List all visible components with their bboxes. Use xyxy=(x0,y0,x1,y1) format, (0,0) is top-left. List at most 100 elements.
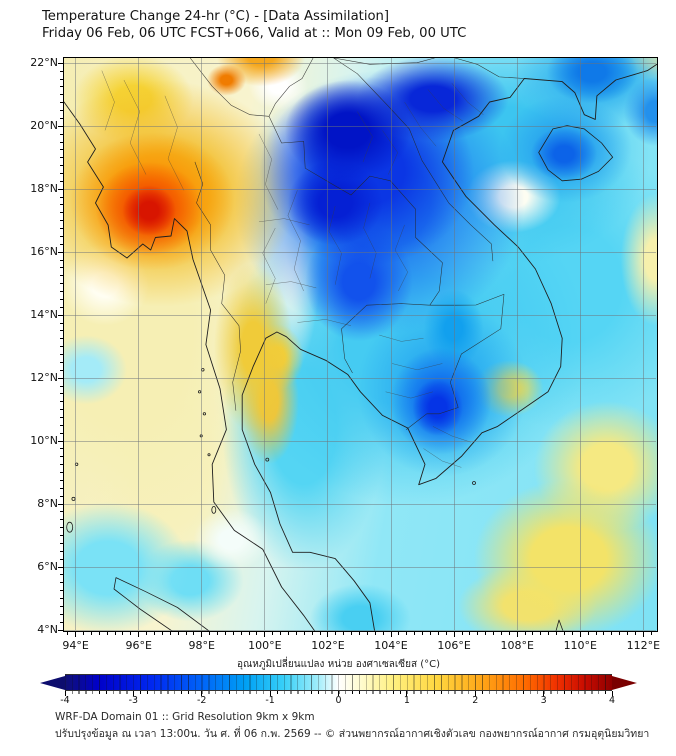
x-minor-tick xyxy=(146,632,148,635)
x-tick-mark xyxy=(75,632,77,637)
x-minor-tick xyxy=(272,632,274,635)
x-minor-tick xyxy=(224,632,226,635)
x-minor-tick xyxy=(288,632,290,635)
y-minor-tick xyxy=(60,605,63,607)
colorbar-major-tick xyxy=(132,691,134,696)
y-minor-tick xyxy=(60,456,63,458)
x-minor-tick xyxy=(445,632,447,635)
y-minor-tick xyxy=(60,598,63,600)
y-minor-tick xyxy=(60,346,63,348)
y-minor-tick xyxy=(60,149,63,151)
x-minor-tick xyxy=(556,632,558,635)
colorbar-tick-label: -4 xyxy=(60,695,70,706)
y-minor-tick xyxy=(60,542,63,544)
x-tick-label: 94°E xyxy=(62,639,89,652)
gridline-vertical xyxy=(327,58,329,630)
y-minor-tick xyxy=(60,78,63,80)
map-overlay xyxy=(64,58,657,631)
x-tick-mark xyxy=(327,632,329,637)
y-tick-label: 4°N xyxy=(37,623,58,636)
x-tick-mark xyxy=(516,632,518,637)
y-minor-tick xyxy=(60,322,63,324)
x-tick-label: 102°E xyxy=(311,639,345,652)
colorbar-major-tick xyxy=(611,691,613,696)
y-minor-tick xyxy=(60,432,63,434)
island-hainan xyxy=(538,125,614,182)
x-minor-tick xyxy=(106,632,108,635)
y-minor-tick xyxy=(60,527,63,529)
colorbar-major-tick xyxy=(201,691,203,696)
colorbar-tick-label: -1 xyxy=(265,695,275,706)
colorbar-tick-label: -2 xyxy=(197,695,207,706)
y-tick-mark xyxy=(58,314,63,316)
x-minor-tick xyxy=(611,632,613,635)
x-minor-tick xyxy=(500,632,502,635)
x-minor-tick xyxy=(414,632,416,635)
y-minor-tick xyxy=(60,511,63,513)
y-minor-tick xyxy=(60,464,63,466)
y-minor-tick xyxy=(60,590,63,592)
x-minor-tick xyxy=(335,632,337,635)
x-minor-tick xyxy=(319,632,321,635)
y-minor-tick xyxy=(60,133,63,135)
map-frame xyxy=(63,57,658,632)
province-borders xyxy=(101,70,484,468)
x-minor-tick xyxy=(548,632,550,635)
x-minor-tick xyxy=(240,632,242,635)
x-minor-tick xyxy=(217,632,219,635)
x-tick-label: 100°E xyxy=(248,639,282,652)
x-minor-tick xyxy=(634,632,636,635)
colorbar-tick-label: 1 xyxy=(403,695,410,706)
x-minor-tick xyxy=(627,632,629,635)
x-minor-tick xyxy=(595,632,597,635)
y-minor-tick xyxy=(60,204,63,206)
y-tick-label: 20°N xyxy=(30,119,58,133)
x-minor-tick xyxy=(366,632,368,635)
x-minor-tick xyxy=(130,632,132,635)
x-minor-tick xyxy=(169,632,171,635)
y-minor-tick xyxy=(60,385,63,387)
y-minor-tick xyxy=(60,235,63,237)
gridline-vertical xyxy=(642,58,644,630)
x-minor-tick xyxy=(493,632,495,635)
colorbar-label: อุณหภูมิเปลี่ยนแปลง หน่วย องศาเซลเซียส (… xyxy=(236,659,441,670)
colorbar-major-tick xyxy=(474,691,476,696)
x-minor-tick xyxy=(98,632,100,635)
x-minor-tick xyxy=(429,632,431,635)
colorbar xyxy=(40,674,637,691)
x-tick-mark xyxy=(264,632,266,637)
y-minor-tick xyxy=(60,369,63,371)
y-minor-tick xyxy=(60,102,63,104)
x-minor-tick xyxy=(485,632,487,635)
gridline-horizontal xyxy=(64,188,656,190)
y-tick-mark xyxy=(58,188,63,190)
y-minor-tick xyxy=(60,141,63,143)
colorbar-tick-label: 3 xyxy=(540,695,547,706)
x-tick-mark xyxy=(453,632,455,637)
x-minor-tick xyxy=(437,632,439,635)
y-minor-tick xyxy=(60,298,63,300)
island-sumatra xyxy=(113,577,210,631)
y-tick-label: 14°N xyxy=(30,308,58,322)
gridline-horizontal xyxy=(64,440,656,442)
y-minor-tick xyxy=(60,487,63,489)
x-tick-label: 96°E xyxy=(125,639,152,652)
gridline-vertical xyxy=(579,58,581,630)
y-tick-mark xyxy=(58,440,63,442)
x-minor-tick xyxy=(232,632,234,635)
gridline-vertical xyxy=(516,58,518,630)
colorbar-major-tick xyxy=(269,691,271,696)
x-minor-tick xyxy=(359,632,360,635)
x-tick-mark xyxy=(138,632,140,637)
gridline-horizontal xyxy=(64,629,656,631)
x-minor-tick xyxy=(532,632,534,635)
y-minor-tick xyxy=(60,243,63,245)
x-minor-tick xyxy=(248,632,250,635)
gridline-vertical xyxy=(75,58,77,630)
colorbar-major-tick xyxy=(543,691,545,696)
y-minor-tick xyxy=(60,283,63,285)
y-tick-label: 12°N xyxy=(30,371,58,385)
x-minor-tick xyxy=(540,632,542,635)
y-minor-tick xyxy=(60,424,63,426)
y-minor-tick xyxy=(60,165,63,167)
